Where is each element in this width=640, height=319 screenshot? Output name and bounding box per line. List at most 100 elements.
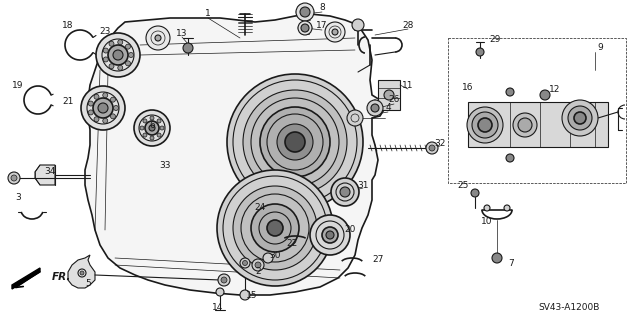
Circle shape [143, 133, 147, 137]
Text: 21: 21 [62, 98, 74, 107]
Circle shape [221, 277, 227, 283]
Circle shape [352, 19, 364, 31]
Circle shape [476, 48, 484, 56]
Circle shape [243, 261, 248, 265]
Text: 10: 10 [481, 218, 493, 226]
Circle shape [103, 48, 108, 53]
Circle shape [216, 288, 224, 296]
Circle shape [146, 26, 170, 50]
Circle shape [243, 90, 347, 194]
Circle shape [111, 97, 115, 102]
Circle shape [94, 117, 99, 122]
Circle shape [94, 94, 99, 99]
Polygon shape [68, 255, 95, 288]
Bar [468, 102, 608, 147]
Circle shape [109, 41, 114, 46]
Text: 4: 4 [385, 103, 391, 113]
Circle shape [340, 187, 350, 197]
Circle shape [118, 40, 123, 45]
Circle shape [301, 24, 309, 32]
Circle shape [103, 118, 108, 123]
Circle shape [429, 145, 435, 151]
Circle shape [426, 142, 438, 154]
Circle shape [562, 100, 598, 136]
Circle shape [322, 227, 338, 243]
Circle shape [8, 172, 20, 184]
Circle shape [332, 29, 338, 35]
Circle shape [149, 125, 155, 131]
Text: 25: 25 [458, 182, 468, 190]
Circle shape [93, 98, 113, 118]
Circle shape [347, 110, 363, 126]
Circle shape [157, 133, 161, 137]
Text: 27: 27 [372, 256, 384, 264]
Text: 19: 19 [12, 80, 24, 90]
Circle shape [183, 43, 193, 53]
Text: 29: 29 [490, 35, 500, 44]
Circle shape [108, 45, 128, 65]
Bar [448, 38, 626, 183]
Circle shape [113, 50, 123, 60]
Circle shape [285, 132, 305, 152]
Text: 13: 13 [176, 28, 188, 38]
Text: SV43-A1200B: SV43-A1200B [539, 303, 600, 313]
Circle shape [300, 7, 310, 17]
Circle shape [240, 258, 250, 268]
Circle shape [217, 170, 333, 286]
Text: 11: 11 [403, 80, 413, 90]
Circle shape [125, 61, 131, 66]
Circle shape [467, 107, 503, 143]
Circle shape [506, 88, 514, 96]
Circle shape [96, 33, 140, 77]
Circle shape [143, 119, 147, 123]
Circle shape [109, 64, 114, 69]
Circle shape [240, 290, 250, 300]
Circle shape [518, 118, 532, 132]
Circle shape [371, 104, 379, 112]
Text: 33: 33 [159, 160, 171, 169]
Circle shape [81, 86, 125, 130]
Text: 26: 26 [388, 95, 400, 105]
Circle shape [88, 101, 93, 106]
Circle shape [506, 154, 514, 162]
Circle shape [472, 112, 498, 138]
Text: 8: 8 [319, 4, 325, 12]
Circle shape [574, 112, 586, 124]
Circle shape [540, 90, 550, 100]
Text: 15: 15 [246, 292, 258, 300]
Circle shape [103, 93, 108, 98]
Circle shape [277, 124, 313, 160]
Circle shape [251, 204, 299, 252]
Text: 24: 24 [254, 204, 266, 212]
Text: 14: 14 [212, 302, 224, 311]
Text: 5: 5 [85, 278, 91, 287]
Circle shape [255, 262, 261, 268]
Text: 3: 3 [15, 192, 21, 202]
Circle shape [478, 118, 492, 132]
Text: 31: 31 [357, 181, 369, 189]
Text: 34: 34 [44, 167, 56, 176]
Circle shape [157, 119, 161, 123]
Text: 9: 9 [597, 43, 603, 53]
Circle shape [118, 65, 123, 70]
Circle shape [98, 103, 108, 113]
Circle shape [160, 126, 164, 130]
Circle shape [227, 74, 363, 210]
Circle shape [145, 121, 159, 135]
Circle shape [218, 274, 230, 286]
Circle shape [125, 44, 131, 49]
Polygon shape [85, 14, 385, 295]
Circle shape [513, 113, 537, 137]
Circle shape [267, 220, 283, 236]
Text: 20: 20 [344, 226, 356, 234]
Circle shape [326, 231, 334, 239]
Circle shape [484, 205, 490, 211]
Circle shape [140, 126, 144, 130]
Circle shape [325, 22, 345, 42]
Circle shape [298, 21, 312, 35]
Text: 22: 22 [286, 239, 298, 248]
Circle shape [233, 186, 317, 270]
Circle shape [471, 189, 479, 197]
Circle shape [103, 57, 108, 62]
Circle shape [150, 136, 154, 140]
